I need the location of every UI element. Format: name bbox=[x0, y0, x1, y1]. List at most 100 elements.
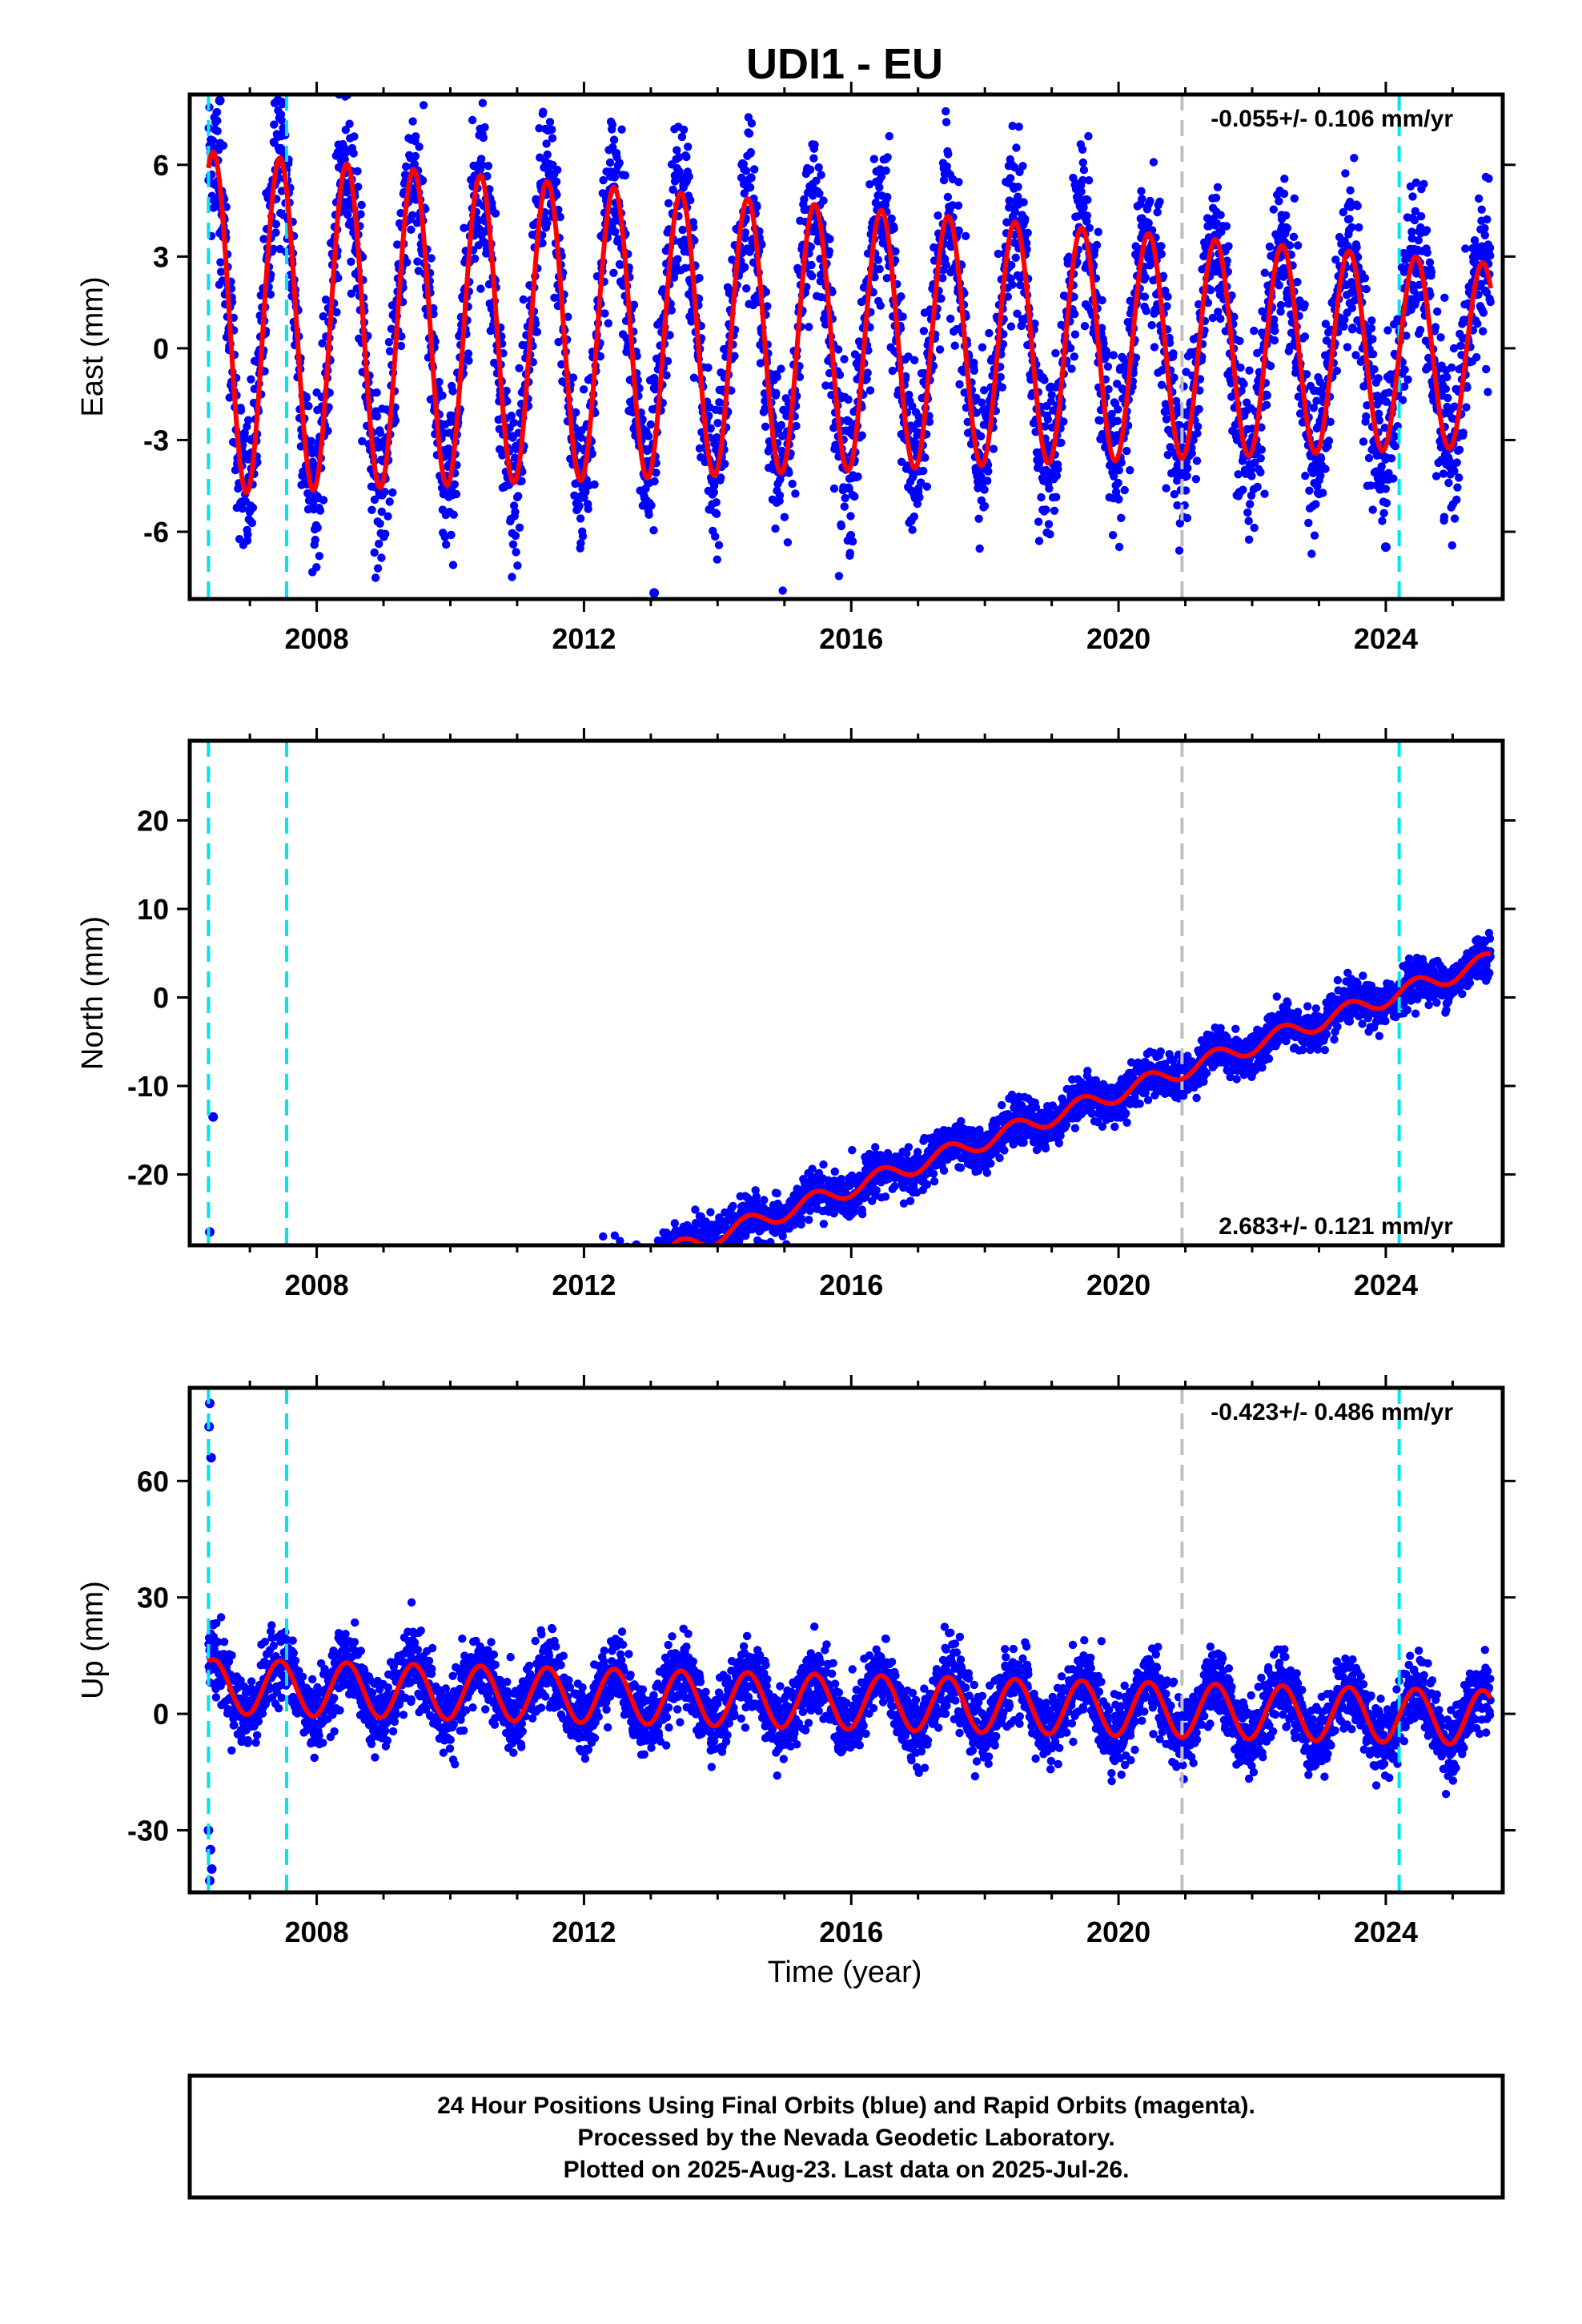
data-point bbox=[883, 192, 892, 202]
data-point bbox=[256, 1401, 264, 1409]
data-point bbox=[294, 1368, 302, 1376]
data-point bbox=[218, 1390, 226, 1398]
data-point bbox=[213, 127, 222, 135]
data-point bbox=[1260, 268, 1270, 277]
data-point bbox=[387, 324, 396, 333]
data-point bbox=[216, 1400, 224, 1408]
data-point bbox=[478, 161, 487, 170]
data-point bbox=[313, 1393, 321, 1401]
data-point bbox=[245, 1397, 253, 1405]
data-point bbox=[1452, 458, 1461, 467]
data-point bbox=[568, 373, 578, 382]
data-point bbox=[360, 1358, 368, 1366]
data-point bbox=[777, 420, 786, 430]
data-point bbox=[1019, 198, 1028, 207]
data-point bbox=[1441, 384, 1451, 393]
data-point bbox=[223, 1414, 231, 1422]
data-point bbox=[236, 406, 246, 415]
data-point bbox=[259, 1401, 267, 1409]
data-point bbox=[584, 505, 592, 513]
data-point bbox=[223, 1397, 231, 1405]
data-point bbox=[375, 539, 383, 549]
data-point bbox=[236, 1414, 244, 1422]
data-point bbox=[256, 1389, 264, 1397]
data-point bbox=[235, 1423, 243, 1431]
data-point bbox=[1014, 183, 1022, 191]
data-point bbox=[1326, 417, 1335, 426]
data-point bbox=[478, 99, 488, 107]
data-point bbox=[517, 476, 526, 485]
data-point bbox=[323, 1356, 331, 1364]
data-point bbox=[975, 544, 984, 553]
data-point bbox=[1120, 485, 1129, 495]
outlier-point bbox=[649, 588, 660, 598]
data-point bbox=[829, 484, 839, 493]
data-point bbox=[581, 488, 590, 497]
data-point bbox=[327, 1365, 335, 1373]
data-point bbox=[1256, 468, 1265, 476]
data-point bbox=[1182, 513, 1192, 523]
data-point bbox=[910, 356, 919, 364]
data-point bbox=[1146, 196, 1154, 206]
data-point bbox=[340, 1345, 348, 1353]
data-point bbox=[846, 512, 855, 521]
data-point bbox=[315, 1394, 323, 1402]
data-point bbox=[1079, 166, 1089, 175]
data-point bbox=[345, 1368, 353, 1376]
data-point bbox=[1353, 202, 1362, 211]
data-point bbox=[251, 1405, 259, 1413]
plot-area bbox=[204, 94, 1495, 599]
data-point bbox=[267, 1377, 275, 1385]
data-point bbox=[685, 172, 693, 181]
data-point bbox=[664, 199, 673, 207]
data-point bbox=[243, 1417, 251, 1425]
data-point bbox=[307, 1371, 315, 1379]
data-point bbox=[333, 1369, 341, 1377]
data-point bbox=[576, 433, 585, 442]
data-point bbox=[273, 1368, 281, 1376]
data-point bbox=[750, 165, 759, 174]
data-point bbox=[788, 480, 797, 489]
data-point bbox=[983, 476, 992, 485]
data-point bbox=[258, 1392, 266, 1400]
data-point bbox=[255, 1389, 263, 1397]
data-point bbox=[332, 308, 341, 317]
data-point bbox=[814, 163, 823, 172]
data-point bbox=[508, 573, 516, 581]
data-point bbox=[545, 118, 555, 127]
data-point bbox=[1070, 310, 1079, 319]
data-point bbox=[243, 422, 251, 431]
data-point bbox=[1046, 530, 1054, 539]
rate-label: -0.055+/- 0.106 mm/yr bbox=[1211, 106, 1453, 132]
data-point bbox=[681, 263, 689, 272]
data-point bbox=[287, 1353, 295, 1361]
data-point bbox=[303, 1395, 311, 1403]
data-point bbox=[1362, 284, 1371, 294]
data-point bbox=[277, 187, 287, 195]
data-point bbox=[217, 1409, 225, 1417]
data-point bbox=[1453, 483, 1462, 492]
data-point bbox=[355, 1369, 363, 1377]
data-point bbox=[270, 120, 279, 129]
data-point bbox=[1348, 324, 1357, 332]
x-tick-label: 2024 bbox=[1354, 622, 1418, 655]
data-point bbox=[212, 1415, 220, 1423]
data-point bbox=[532, 328, 542, 336]
data-point bbox=[989, 444, 998, 453]
data-point bbox=[745, 183, 755, 192]
data-point bbox=[305, 1399, 313, 1407]
data-point bbox=[1439, 513, 1449, 521]
data-point bbox=[1269, 205, 1279, 214]
data-point bbox=[221, 1411, 229, 1419]
data-point bbox=[264, 1372, 272, 1380]
data-point bbox=[1408, 192, 1417, 201]
data-point bbox=[857, 431, 867, 440]
data-point bbox=[863, 368, 872, 377]
data-point bbox=[258, 1394, 266, 1402]
data-point bbox=[1440, 293, 1449, 302]
data-point bbox=[1300, 300, 1309, 309]
data-point bbox=[224, 1412, 232, 1420]
data-point bbox=[689, 223, 698, 231]
data-point bbox=[246, 1413, 254, 1421]
